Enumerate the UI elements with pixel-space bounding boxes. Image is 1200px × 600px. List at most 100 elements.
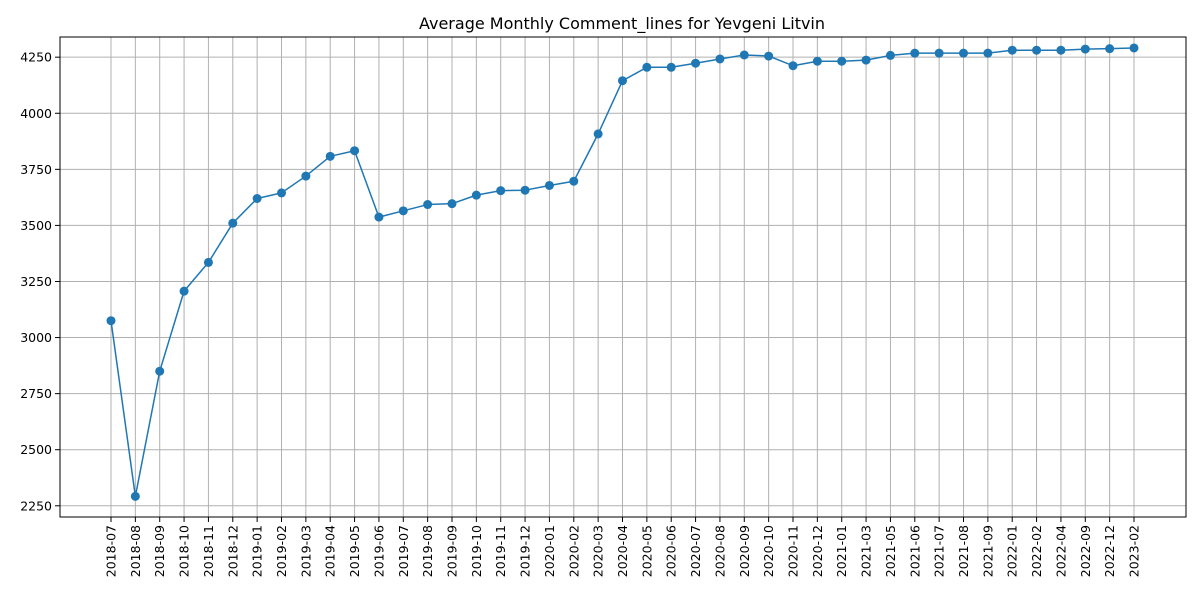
data-point	[666, 62, 676, 72]
data-point	[447, 199, 457, 209]
data-point	[618, 76, 627, 86]
x-tick-label: 2020-08	[712, 525, 727, 577]
x-tick-label: 2022-12	[1102, 525, 1117, 577]
data-point	[301, 171, 311, 181]
data-point	[910, 48, 920, 58]
data-point	[496, 186, 506, 196]
chart-title: Average Monthly Comment_lines for Yevgen…	[419, 14, 825, 34]
x-tick-label: 2019-11	[493, 525, 508, 577]
data-point	[934, 48, 944, 58]
x-tick-label: 2019-08	[420, 525, 435, 577]
data-point	[1032, 45, 1042, 55]
data-point	[374, 212, 384, 222]
x-tick-label: 2019-05	[347, 525, 362, 577]
y-tick-label: 2750	[20, 386, 52, 401]
x-tick-label: 2021-07	[932, 525, 947, 577]
data-point	[398, 206, 408, 216]
y-tick-label: 2250	[20, 498, 52, 513]
x-tick-label: 2020-01	[542, 525, 557, 577]
data-point	[155, 366, 165, 376]
x-tick-label: 2018-08	[128, 525, 143, 577]
x-tick-label: 2019-07	[396, 525, 411, 577]
data-point	[861, 55, 871, 65]
x-tick-label: 2021-01	[834, 525, 849, 577]
x-tick-label: 2019-03	[298, 525, 313, 577]
y-tick-label: 3750	[20, 162, 52, 177]
data-point	[252, 193, 262, 203]
data-point	[179, 286, 189, 296]
data-point	[203, 257, 213, 267]
x-tick-label: 2020-07	[688, 525, 703, 577]
data-point	[812, 56, 822, 66]
x-tick-label: 2021-05	[883, 525, 898, 577]
x-tick-label: 2018-12	[225, 525, 240, 577]
data-point	[983, 48, 993, 58]
x-tick-label: 2021-06	[907, 525, 922, 577]
y-tick-label: 3500	[20, 218, 52, 233]
x-tick-label: 2020-12	[810, 525, 825, 577]
x-tick-label: 2020-09	[737, 525, 752, 577]
data-point	[885, 50, 895, 60]
y-tick-label: 3250	[20, 274, 52, 289]
x-tick-label: 2022-01	[1005, 525, 1020, 577]
x-tick-label: 2020-10	[761, 525, 776, 577]
x-tick-label: 2019-04	[323, 525, 338, 577]
x-tick-label: 2018-10	[177, 525, 192, 577]
plot-frame	[59, 36, 1187, 518]
x-tick-label: 2023-02	[1127, 525, 1142, 577]
data-point	[593, 129, 603, 139]
x-tick-label: 2019-06	[371, 525, 386, 577]
series-line	[106, 43, 1139, 501]
x-tick-label: 2019-12	[518, 525, 533, 577]
x-tick-label: 2018-09	[152, 525, 167, 577]
y-tick-label: 3000	[20, 330, 52, 345]
data-point	[544, 180, 554, 190]
y-tick-label: 4250	[20, 50, 52, 65]
x-tick-label: 2018-11	[201, 525, 216, 577]
data-point	[1056, 45, 1066, 55]
x-tick-label: 2019-01	[250, 525, 265, 577]
x-tick-label: 2022-04	[1053, 525, 1068, 577]
data-point	[1080, 44, 1090, 54]
data-point	[642, 62, 652, 72]
x-tick-label: 2019-09	[445, 525, 460, 577]
data-point	[1129, 43, 1139, 53]
x-tick-label: 2020-02	[566, 525, 581, 577]
x-tick-label: 2018-07	[104, 525, 119, 577]
data-point	[715, 54, 725, 64]
data-point	[130, 491, 140, 501]
data-point	[691, 58, 701, 68]
data-point	[569, 176, 579, 186]
x-tick-label: 2020-06	[664, 525, 679, 577]
data-point	[959, 48, 968, 58]
axes: 2018-07 2018-08 2018-09 2018-10 2018-11 2018-…	[20, 36, 1187, 577]
data-point	[471, 190, 481, 200]
x-tick-label: 2020-05	[639, 525, 654, 577]
y-tick-label: 2500	[20, 442, 52, 457]
data-point	[520, 185, 530, 195]
x-tick-label: 2019-10	[469, 525, 484, 577]
data-point	[739, 50, 749, 60]
data-point	[106, 316, 116, 326]
data-point	[277, 188, 286, 198]
x-tick-label: 2020-11	[786, 525, 801, 577]
data-point	[423, 200, 433, 210]
x-tick-label: 2022-02	[1029, 525, 1044, 577]
data-point	[837, 56, 847, 66]
x-tick-label: 2019-02	[274, 525, 289, 577]
x-tick-label: 2022-09	[1078, 525, 1093, 577]
x-tick-label: 2020-03	[591, 525, 606, 577]
y-tick-label: 4000	[20, 106, 52, 121]
x-tick-label: 2021-09	[980, 525, 995, 577]
data-point	[350, 146, 360, 156]
data-point	[228, 218, 238, 228]
data-point	[764, 51, 774, 61]
data-point	[788, 61, 798, 71]
x-tick-label: 2021-08	[956, 525, 971, 577]
x-tick-label: 2021-03	[859, 525, 874, 577]
x-tick-label: 2020-04	[615, 525, 630, 577]
data-point	[1007, 45, 1017, 55]
grid	[60, 37, 1186, 517]
data-point	[325, 151, 335, 161]
